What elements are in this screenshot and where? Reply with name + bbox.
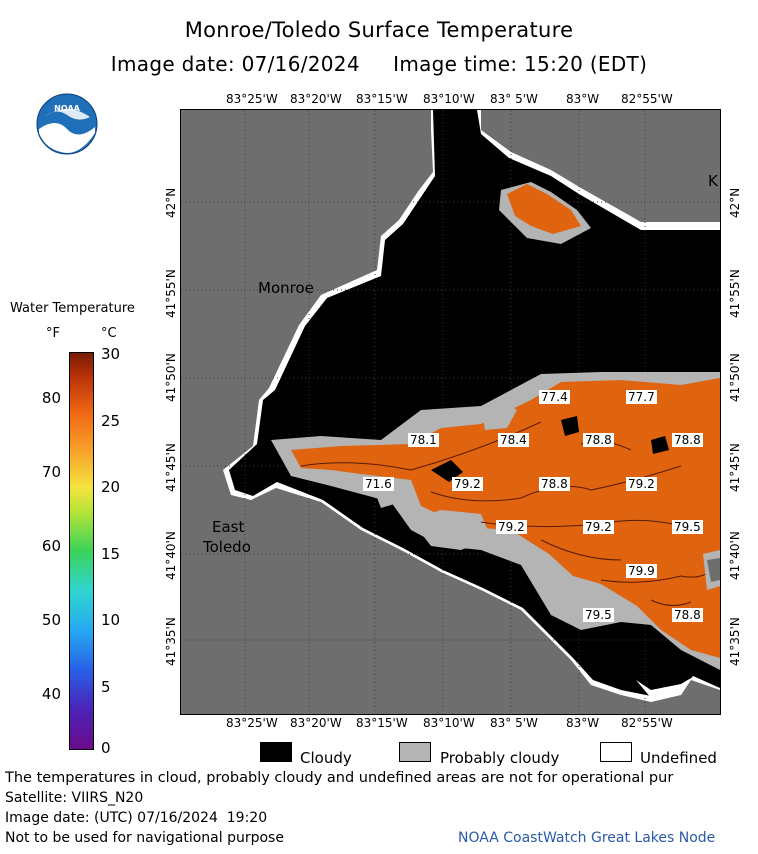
lon-label-bottom-7: 82°55'W bbox=[621, 716, 673, 730]
sst-map bbox=[180, 109, 721, 715]
legend-unit-f: °F bbox=[46, 326, 60, 341]
c-tick: 30 bbox=[101, 345, 121, 363]
place-east-toledo-line2: Toledo bbox=[203, 538, 251, 556]
sst-value: 79.2 bbox=[583, 520, 614, 534]
lat-label-left-6: 41°35'N bbox=[164, 617, 178, 666]
color-scale-bar bbox=[69, 352, 94, 750]
lon-label-top-4: 83°10'W bbox=[423, 92, 475, 106]
lon-label-top-3: 83°15'W bbox=[356, 92, 408, 106]
c-tick: 5 bbox=[101, 678, 111, 696]
image-datetime: Image date: 07/16/2024 Image time: 15:20… bbox=[110, 52, 648, 76]
lon-label-top-6: 83°W bbox=[566, 92, 600, 106]
lat-label-right-1: 42°N bbox=[728, 187, 742, 218]
legend-unit-c: °C bbox=[101, 326, 117, 341]
sst-value: 78.8 bbox=[672, 608, 703, 622]
sst-value: 77.4 bbox=[539, 390, 570, 404]
c-tick: 10 bbox=[101, 611, 121, 629]
lon-label-bottom-6: 83°W bbox=[566, 716, 600, 730]
key-label-undefined: Undefined bbox=[640, 749, 717, 767]
sst-value: 79.2 bbox=[626, 477, 657, 491]
sst-value: 78.8 bbox=[672, 433, 703, 447]
key-label-probably-cloudy: Probably cloudy bbox=[440, 749, 560, 767]
sst-value: 77.7 bbox=[626, 390, 657, 404]
f-tick: 50 bbox=[41, 611, 61, 629]
lat-label-left-2: 41°55'N bbox=[164, 269, 178, 318]
f-tick: 80 bbox=[41, 389, 61, 407]
sst-value: 78.4 bbox=[498, 433, 529, 447]
lon-label-top-7: 82°55'W bbox=[621, 92, 673, 106]
key-swatch-undefined bbox=[600, 742, 632, 762]
sst-value: 79.9 bbox=[626, 564, 657, 578]
key-swatch-probably-cloudy bbox=[399, 742, 431, 762]
lon-label-bottom-4: 83°10'W bbox=[423, 716, 475, 730]
f-tick: 70 bbox=[41, 463, 61, 481]
lon-label-bottom-5: 83° 5'W bbox=[490, 716, 538, 730]
f-tick: 40 bbox=[41, 685, 61, 703]
lat-label-left-5: 41°40'N bbox=[164, 531, 178, 580]
place-east-toledo-line1: East bbox=[212, 518, 245, 536]
key-swatch-cloudy bbox=[260, 742, 292, 762]
sst-value: 71.6 bbox=[363, 477, 394, 491]
sst-value: 78.1 bbox=[408, 433, 439, 447]
lon-label-top-5: 83° 5'W bbox=[490, 92, 538, 106]
legend-title: Water Temperature bbox=[10, 301, 135, 316]
c-tick: 25 bbox=[101, 412, 121, 430]
lat-label-left-4: 41°45'N bbox=[164, 443, 178, 492]
sst-value: 78.8 bbox=[539, 477, 570, 491]
place-monroe: Monroe bbox=[258, 279, 314, 297]
footer-utc-date: Image date: (UTC) 07/16/2024 19:20 bbox=[5, 810, 268, 826]
lon-label-top-2: 83°20'W bbox=[290, 92, 342, 106]
footer-nav-warning: Not to be used for navigational purpose bbox=[5, 830, 284, 846]
page-title: Monroe/Toledo Surface Temperature bbox=[184, 18, 574, 42]
place-edge-label: K bbox=[708, 172, 718, 190]
sst-value: 79.5 bbox=[672, 520, 703, 534]
sst-map-graphic bbox=[181, 110, 720, 714]
c-tick: 15 bbox=[101, 545, 121, 563]
lon-label-bottom-1: 83°25'W bbox=[226, 716, 278, 730]
lat-label-left-3: 41°50'N bbox=[164, 353, 178, 402]
lat-label-left-1: 42°N bbox=[164, 187, 178, 218]
sst-value: 78.8 bbox=[583, 433, 614, 447]
lat-label-right-6: 41°35'N bbox=[728, 617, 742, 666]
svg-text:NOAA: NOAA bbox=[54, 104, 80, 113]
lat-label-right-2: 41°55'N bbox=[728, 269, 742, 318]
lat-label-right-4: 41°45'N bbox=[728, 443, 742, 492]
f-tick: 60 bbox=[41, 537, 61, 555]
footer-satellite: Satellite: VIIRS_N20 bbox=[5, 790, 144, 806]
c-tick: 20 bbox=[101, 478, 121, 496]
c-tick: 0 bbox=[101, 739, 111, 757]
lon-label-bottom-2: 83°20'W bbox=[290, 716, 342, 730]
lon-label-top-1: 83°25'W bbox=[226, 92, 278, 106]
noaa-logo-icon: NOAA bbox=[36, 93, 98, 155]
footer-note: The temperatures in cloud, probably clou… bbox=[5, 770, 674, 786]
sst-value: 79.5 bbox=[583, 608, 614, 622]
footer-credit: NOAA CoastWatch Great Lakes Node bbox=[458, 830, 716, 846]
sst-value: 79.2 bbox=[496, 520, 527, 534]
lon-label-bottom-3: 83°15'W bbox=[356, 716, 408, 730]
lat-label-right-3: 41°50'N bbox=[728, 353, 742, 402]
sst-value: 79.2 bbox=[452, 477, 483, 491]
lat-label-right-5: 41°40'N bbox=[728, 531, 742, 580]
key-label-cloudy: Cloudy bbox=[300, 749, 352, 767]
